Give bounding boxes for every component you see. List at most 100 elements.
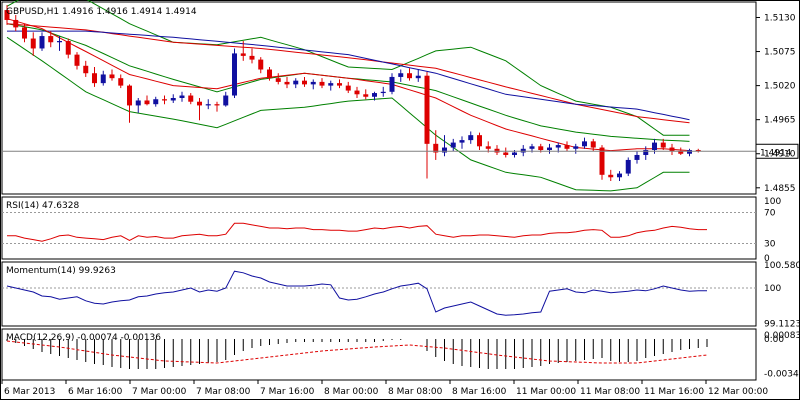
candle-body: [39, 36, 45, 49]
candle-body: [538, 146, 544, 151]
time-axis-label: 7 Mar 08:00: [196, 387, 251, 397]
candle: [477, 132, 482, 151]
rsi-title: RSI(14) 47.6328: [6, 201, 79, 211]
current-price-label: 1.4914: [760, 148, 792, 158]
macd-axis-label: 0.00: [764, 335, 784, 345]
candle: [564, 141, 570, 152]
candle-body: [223, 95, 229, 106]
candle: [415, 69, 421, 82]
candle-body: [424, 75, 430, 144]
candle-body: [520, 148, 526, 153]
macd-panel[interactable]: MACD(12,26,9) -0.00074 -0.00136: [6, 333, 708, 369]
candle: [293, 78, 299, 89]
rsi-panel[interactable]: RSI(14) 47.6328: [2, 201, 756, 244]
candle: [617, 171, 622, 181]
time-axis-label: 8 Mar 08:00: [388, 387, 443, 397]
time-axis-label: 8 Mar 00:00: [324, 387, 379, 397]
bollinger-lower-line: [6, 36, 690, 192]
candle: [57, 36, 62, 51]
candle: [275, 73, 281, 85]
candle-body: [547, 147, 552, 151]
price-panel[interactable]: 1.4914 GBPUSD,H1 1.4916 1.4916 1.4914 1.4…: [2, 0, 799, 192]
candle-body: [442, 147, 447, 153]
candle: [608, 169, 614, 181]
candle: [170, 94, 176, 103]
price-axis-label: 1.5130: [764, 13, 796, 23]
candle: [345, 81, 351, 94]
candle-body: [74, 54, 80, 66]
candle: [319, 78, 325, 89]
candle-body: [398, 73, 404, 77]
candle: [92, 67, 97, 87]
candle: [485, 141, 491, 153]
candle: [22, 23, 27, 43]
candle-body: [485, 146, 491, 149]
candle: [267, 67, 272, 81]
candle-body: [267, 69, 272, 79]
candle: [232, 48, 237, 98]
candle: [450, 138, 456, 152]
candle: [162, 95, 167, 105]
candle-body: [599, 147, 605, 175]
candle-body: [450, 142, 456, 148]
candle-body: [48, 36, 54, 43]
candle-body: [407, 73, 412, 79]
candle: [65, 38, 71, 59]
candle: [4, 5, 10, 25]
candle: [407, 68, 412, 81]
candle: [127, 84, 132, 123]
candle: [398, 69, 404, 82]
rsi-axis-label: 70: [764, 209, 776, 219]
candle: [258, 57, 264, 74]
candle: [494, 145, 500, 155]
candle-body: [319, 81, 325, 86]
candle-body: [293, 80, 299, 85]
candle: [240, 41, 246, 61]
candle-body: [660, 142, 666, 148]
time-axis-label: 11 Mar 00:00: [516, 387, 576, 397]
candle: [214, 101, 220, 112]
momentum-axis-label: 99.1123: [764, 320, 800, 330]
price-axis-label: 1.4910: [764, 150, 796, 160]
candle: [669, 143, 675, 155]
candle: [100, 70, 106, 86]
candle: [302, 76, 307, 87]
candle: [205, 99, 211, 110]
candle: [135, 98, 141, 113]
candle-body: [284, 81, 290, 85]
panel-frame-mom: [1, 261, 757, 327]
time-axis-label: 12 Mar 00:00: [708, 387, 768, 397]
candle-body: [30, 38, 36, 49]
time-axis-label: 8 Mar 16:00: [452, 387, 507, 397]
rsi-axis-label: 100: [764, 197, 781, 207]
panel-frame-macd: [1, 328, 757, 381]
candle-body: [214, 104, 220, 106]
candle-body: [205, 104, 211, 106]
rsi-line: [7, 222, 707, 242]
candle-body: [573, 146, 579, 149]
candle-body: [275, 78, 281, 82]
candle: [354, 86, 360, 98]
price-axis-label: 1.4855: [764, 184, 796, 194]
candle-body: [170, 98, 176, 101]
candle: [520, 145, 526, 157]
candle-body: [582, 141, 587, 147]
time-axis-label: 6 Mar 2013: [4, 387, 55, 397]
candle-body: [433, 143, 439, 153]
macd-signal-line: [6, 340, 708, 364]
candle: [223, 91, 229, 107]
candle-body: [625, 159, 631, 174]
momentum-axis-label: 100: [764, 284, 781, 294]
momentum-axis-label: 100.5807: [764, 261, 800, 271]
candle: [188, 93, 194, 105]
candle: [179, 91, 185, 102]
candle-body: [197, 101, 202, 106]
candle: [118, 74, 124, 89]
momentum-panel[interactable]: Momentum(14) 99.9263: [2, 266, 756, 316]
candle-body: [354, 90, 360, 95]
candle-body: [695, 150, 701, 152]
candle: [433, 130, 439, 160]
panel-frame-main: [1, 1, 757, 195]
